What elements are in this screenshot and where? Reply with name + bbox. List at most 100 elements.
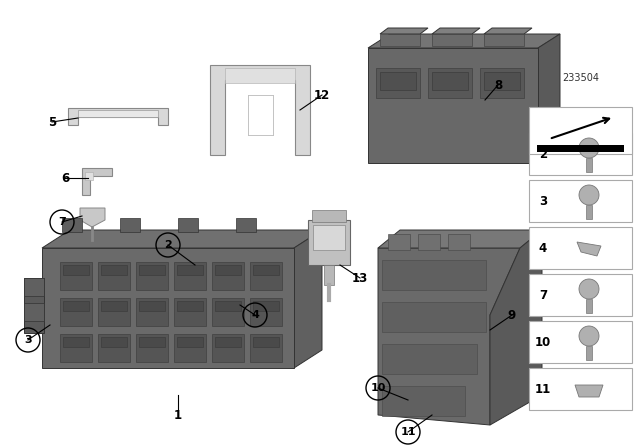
Text: 233504: 233504: [562, 73, 599, 83]
Text: 13: 13: [352, 271, 368, 284]
Bar: [428, 68, 472, 98]
Bar: [101, 265, 127, 275]
Bar: [324, 265, 334, 285]
Polygon shape: [380, 28, 428, 34]
Bar: [432, 34, 472, 46]
Bar: [60, 298, 92, 326]
Bar: [418, 234, 440, 250]
Bar: [529, 368, 632, 410]
Polygon shape: [490, 230, 542, 425]
Circle shape: [579, 326, 599, 346]
Bar: [586, 346, 592, 360]
Text: 11: 11: [400, 427, 416, 437]
Bar: [586, 299, 592, 313]
Text: 8: 8: [494, 78, 502, 91]
Polygon shape: [42, 230, 322, 248]
Text: 5: 5: [48, 116, 56, 129]
Bar: [368, 48, 538, 163]
Bar: [586, 205, 592, 219]
Bar: [101, 337, 127, 347]
Bar: [376, 68, 420, 98]
Bar: [253, 301, 279, 311]
Text: 1: 1: [174, 409, 182, 422]
Bar: [529, 180, 632, 222]
Bar: [236, 218, 256, 232]
Text: 4: 4: [539, 241, 547, 254]
Bar: [388, 234, 410, 250]
Bar: [78, 110, 158, 117]
Bar: [215, 301, 241, 311]
Text: 12: 12: [314, 89, 330, 102]
Bar: [586, 158, 592, 172]
Polygon shape: [294, 230, 322, 368]
Bar: [139, 301, 165, 311]
Bar: [480, 68, 524, 98]
Bar: [308, 220, 350, 265]
Bar: [63, 301, 89, 311]
Bar: [529, 227, 632, 269]
Text: 3: 3: [24, 335, 32, 345]
Circle shape: [579, 185, 599, 205]
Bar: [60, 334, 92, 362]
Text: 7: 7: [58, 217, 66, 227]
Bar: [529, 133, 632, 175]
Bar: [529, 107, 632, 154]
Bar: [63, 265, 89, 275]
Bar: [250, 298, 282, 326]
Polygon shape: [80, 208, 105, 227]
Bar: [120, 218, 140, 232]
Bar: [312, 210, 346, 222]
Text: 3: 3: [539, 194, 547, 207]
Bar: [313, 225, 345, 250]
Polygon shape: [575, 385, 603, 397]
Bar: [139, 337, 165, 347]
Polygon shape: [432, 28, 480, 34]
Bar: [484, 34, 524, 46]
Bar: [380, 34, 420, 46]
Bar: [177, 265, 203, 275]
Bar: [24, 303, 44, 321]
Bar: [98, 262, 130, 290]
Bar: [432, 72, 468, 90]
Polygon shape: [368, 34, 560, 48]
Bar: [215, 337, 241, 347]
Bar: [177, 301, 203, 311]
Text: 11: 11: [535, 383, 551, 396]
Bar: [139, 265, 165, 275]
Polygon shape: [68, 108, 168, 125]
Polygon shape: [82, 168, 112, 195]
Circle shape: [579, 138, 599, 158]
Text: 10: 10: [535, 336, 551, 349]
Bar: [382, 386, 465, 416]
Bar: [484, 72, 520, 90]
Bar: [250, 334, 282, 362]
Bar: [63, 337, 89, 347]
Polygon shape: [210, 65, 310, 155]
Bar: [253, 265, 279, 275]
Bar: [85, 172, 93, 180]
Text: 10: 10: [371, 383, 386, 393]
Bar: [248, 95, 273, 135]
Bar: [174, 298, 206, 326]
Bar: [448, 234, 470, 250]
Polygon shape: [378, 248, 520, 425]
Polygon shape: [577, 242, 601, 256]
Text: 2: 2: [539, 147, 547, 160]
Text: 2: 2: [164, 240, 172, 250]
Bar: [24, 278, 44, 333]
Bar: [382, 260, 486, 290]
Bar: [382, 302, 486, 332]
Polygon shape: [378, 230, 542, 248]
Bar: [178, 218, 198, 232]
Bar: [177, 337, 203, 347]
Bar: [174, 262, 206, 290]
Bar: [212, 334, 244, 362]
Bar: [136, 334, 168, 362]
Text: 7: 7: [539, 289, 547, 302]
Bar: [42, 248, 294, 368]
Bar: [212, 298, 244, 326]
Bar: [98, 298, 130, 326]
Bar: [529, 274, 632, 316]
Bar: [212, 262, 244, 290]
Text: 6: 6: [61, 172, 69, 185]
